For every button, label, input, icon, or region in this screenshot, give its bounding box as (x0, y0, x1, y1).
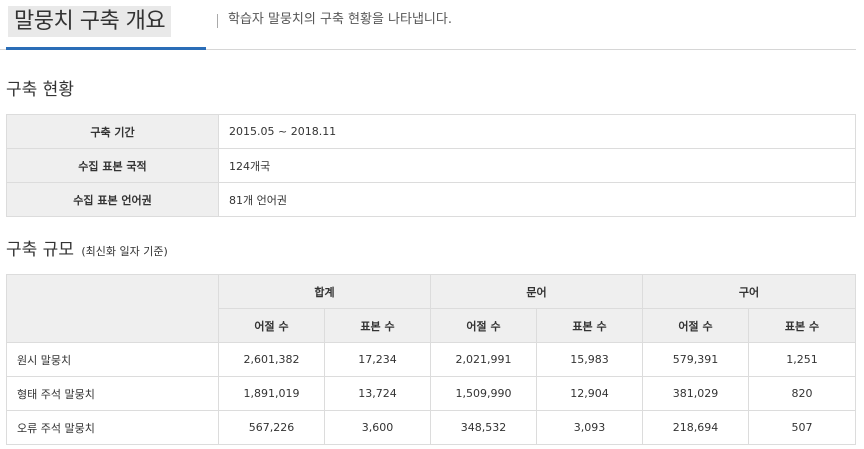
nationality-value: 124개국 (218, 148, 856, 183)
period-value: 2015.05 ~ 2018.11 (218, 114, 856, 149)
language-area-label: 수집 표본 언어권 (6, 182, 219, 217)
row-label: 원시 말뭉치 (6, 342, 219, 377)
language-area-value: 81개 언어권 (218, 182, 856, 217)
scale-table: 합계 문어 구어 어절 수 표본 수 어절 수 표본 수 어절 수 표본 수 원… (6, 274, 856, 445)
subheader-word-count: 어절 수 (642, 308, 749, 343)
subheader-word-count: 어절 수 (218, 308, 325, 343)
page-header: 말뭉치 구축 개요 학습자 말뭉치의 구축 현황을 나타냅니다. (0, 0, 856, 50)
table-cell: 17,234 (324, 342, 431, 377)
table-cell: 348,532 (430, 410, 537, 445)
table-cell: 381,029 (642, 376, 749, 411)
group-header-written: 문어 (430, 274, 643, 309)
row-label-header (6, 274, 219, 343)
table-cell: 2,601,382 (218, 342, 325, 377)
nationality-label: 수집 표본 국적 (6, 148, 219, 183)
table-cell: 1,509,990 (430, 376, 537, 411)
table-cell: 3,600 (324, 410, 431, 445)
subheader-sample-count: 표본 수 (536, 308, 643, 343)
table-subheader-row: 어절 수 표본 수 어절 수 표본 수 어절 수 표본 수 (7, 308, 856, 343)
table-header-row: 합계 문어 구어 (6, 274, 856, 343)
table-row: 형태 주석 말뭉치 1,891,019 13,724 1,509,990 12,… (6, 376, 856, 411)
table-row: 구축 기간 2015.05 ~ 2018.11 (6, 114, 856, 149)
status-section-heading: 구축 현황 (6, 80, 74, 100)
subheader-sample-count: 표본 수 (324, 308, 431, 343)
table-cell: 218,694 (642, 410, 749, 445)
table-cell: 1,251 (748, 342, 856, 377)
table-row: 원시 말뭉치 2,601,382 17,234 2,021,991 15,983… (6, 342, 856, 377)
period-label: 구축 기간 (6, 114, 219, 149)
row-label: 형태 주석 말뭉치 (6, 376, 219, 411)
table-cell: 567,226 (218, 410, 325, 445)
page-title-tab: 말뭉치 구축 개요 (6, 0, 206, 50)
table-cell: 3,093 (536, 410, 643, 445)
scale-heading-note: (최신화 일자 기준) (81, 245, 168, 258)
page-description: 학습자 말뭉치의 구축 현황을 나타냅니다. (228, 12, 452, 27)
scale-section-heading: 구축 규모 (최신화 일자 기준) (6, 239, 168, 263)
header-divider (217, 14, 218, 28)
table-cell: 820 (748, 376, 856, 411)
scale-heading-text: 구축 규모 (6, 240, 74, 260)
table-row: 오류 주석 말뭉치 567,226 3,600 348,532 3,093 21… (6, 410, 856, 445)
table-cell: 12,904 (536, 376, 643, 411)
subheader-sample-count: 표본 수 (748, 308, 856, 343)
page-title: 말뭉치 구축 개요 (8, 6, 172, 37)
group-header-total: 합계 (218, 274, 431, 309)
table-cell: 579,391 (642, 342, 749, 377)
table-row: 수집 표본 언어권 81개 언어권 (6, 182, 856, 217)
table-row: 수집 표본 국적 124개국 (6, 148, 856, 183)
status-table: 구축 기간 2015.05 ~ 2018.11 수집 표본 국적 124개국 수… (6, 114, 856, 217)
table-cell: 1,891,019 (218, 376, 325, 411)
table-cell: 15,983 (536, 342, 643, 377)
table-cell: 13,724 (324, 376, 431, 411)
group-header-spoken: 구어 (642, 274, 856, 309)
subheader-word-count: 어절 수 (430, 308, 537, 343)
table-cell: 507 (748, 410, 856, 445)
row-label: 오류 주석 말뭉치 (6, 410, 219, 445)
table-cell: 2,021,991 (430, 342, 537, 377)
